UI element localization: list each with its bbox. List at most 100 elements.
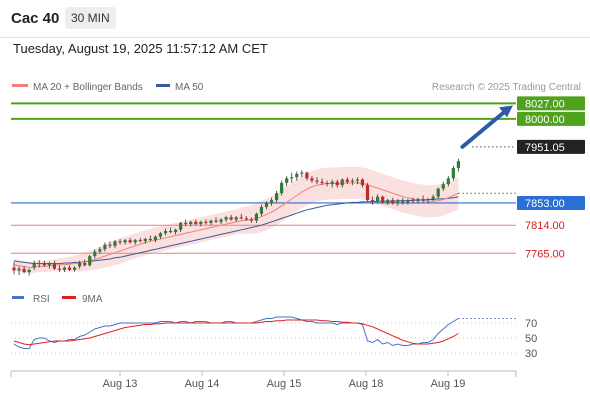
candle-body (290, 177, 294, 179)
candle-body (194, 221, 198, 225)
candle-body (441, 184, 445, 189)
candle-body (184, 222, 188, 225)
timeframe-badge[interactable]: 30 MIN (65, 7, 116, 29)
candle-body (204, 221, 208, 223)
candle-body (436, 188, 440, 197)
candle-body (335, 181, 339, 186)
ma20-legend-label: MA 20 + Bollinger Bands (33, 82, 143, 93)
candle-body (123, 240, 127, 243)
candle-body (411, 200, 415, 202)
rsi-tick-label: 70 (525, 318, 537, 330)
candle-body (113, 241, 117, 246)
level-label-bg-pivot (517, 195, 585, 210)
x-tick-label: Aug 15 (267, 378, 302, 390)
header-divider (0, 37, 590, 38)
candle-body (37, 262, 41, 265)
candle-body (209, 220, 213, 223)
header-bar: Cac 40 30 MIN (0, 0, 590, 38)
rsi-line (13, 316, 459, 349)
level-labels: 8027.00 8000.00 7951.05 7853.00 7814.00 7765.… (517, 96, 585, 260)
level-label-pivot: 7853.00 (525, 198, 565, 210)
candle-body (431, 196, 435, 199)
candle-body (426, 198, 430, 201)
candle-body (345, 179, 349, 182)
rsi-ma-legend-swatch (62, 296, 76, 299)
candle-body (12, 267, 16, 271)
candle-body (446, 178, 450, 185)
candle-body (330, 181, 334, 185)
candle-body (386, 200, 390, 203)
level-label-last: 7951.05 (525, 142, 565, 154)
rsi-panel: 30 50 70 (11, 316, 537, 360)
candle-body (22, 268, 26, 273)
level-label-target: 8027.00 (525, 98, 565, 110)
candle-body (103, 244, 107, 250)
candle-body (275, 193, 279, 201)
candle-body (62, 267, 67, 270)
candle-body (93, 251, 97, 257)
level-label-target: 8000.00 (525, 114, 565, 126)
candle-body (199, 221, 203, 225)
candle-body (365, 185, 370, 201)
candle-body (305, 172, 309, 179)
candle-body (239, 217, 243, 219)
candle-body (315, 180, 319, 182)
candle-body (47, 262, 51, 266)
candle-body (32, 264, 36, 268)
candle-body (229, 217, 233, 220)
candle-body (280, 182, 284, 194)
candle-body (27, 269, 31, 273)
ma50-legend-label: MA 50 (175, 82, 204, 93)
rsi-tick-label: 30 (525, 348, 537, 360)
candle-body (381, 196, 385, 203)
candle-body (42, 262, 46, 266)
candle-body (57, 268, 62, 270)
candle-body (406, 200, 410, 203)
candle-body (376, 196, 380, 202)
candle-body (67, 267, 72, 270)
level-label-bg-target (517, 111, 585, 126)
candle-body (163, 230, 168, 234)
candle-body (295, 173, 299, 178)
candlesticks (12, 158, 460, 276)
ma20-legend-swatch (12, 84, 28, 87)
candle-body (269, 200, 274, 204)
candle-body (78, 262, 82, 267)
candle-body (264, 203, 269, 207)
x-tick-label: Aug 14 (185, 378, 220, 390)
candle-body (401, 201, 405, 203)
candle-body (88, 256, 92, 266)
level-label-bg-target (517, 96, 585, 111)
rsi-legend-swatch (12, 296, 24, 299)
candle-body (320, 181, 324, 183)
candle-body (168, 230, 173, 233)
candle-body (158, 233, 163, 237)
candle-body (360, 179, 365, 186)
x-tick-label: Aug 13 (103, 378, 138, 390)
level-label-bg-last (517, 139, 585, 154)
candle-body (224, 217, 228, 220)
candle-body (396, 201, 400, 204)
candle-body (153, 236, 157, 241)
x-tick-label: Aug 19 (431, 378, 466, 390)
candle-body (108, 244, 112, 246)
candle-body (300, 172, 304, 174)
candle-body (325, 182, 329, 185)
candle-body (138, 240, 142, 242)
candle-body (340, 179, 344, 186)
candle-body (133, 240, 137, 243)
candle-body (350, 180, 354, 182)
candle-body (234, 217, 238, 220)
candle-body (52, 262, 56, 269)
candle-body (370, 200, 375, 202)
candle-body (174, 229, 178, 233)
candle-body (98, 249, 102, 252)
rsi-legend-label: RSI (33, 294, 50, 305)
candle-body (83, 262, 87, 266)
copyright-label: Research © 2025 Trading Central (432, 82, 581, 93)
level-label-support: 7814.00 (525, 220, 565, 232)
candle-body (451, 168, 455, 179)
candle-body (259, 206, 264, 214)
instrument-title: Cac 40 (11, 10, 60, 27)
